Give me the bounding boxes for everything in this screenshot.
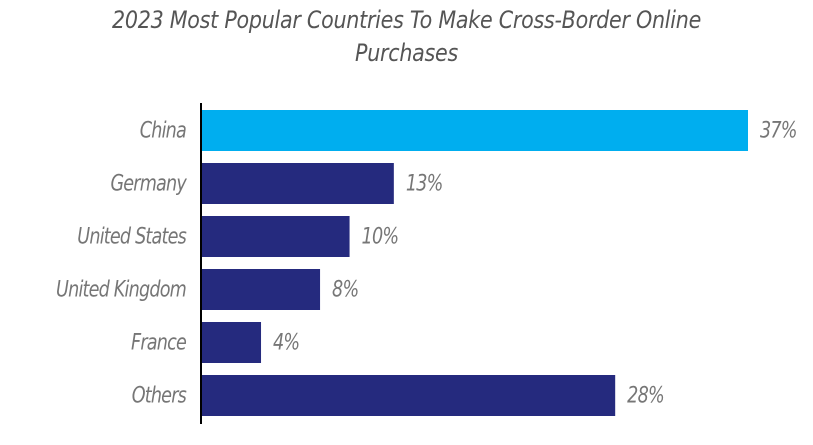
bar-germany xyxy=(202,163,394,204)
value-label: 13% xyxy=(406,171,443,196)
value-label: 10% xyxy=(362,224,399,249)
bar-china xyxy=(202,110,748,151)
chart-title-line-2: Purchases xyxy=(355,39,458,67)
bar-france xyxy=(202,322,262,363)
value-label: 4% xyxy=(273,330,299,355)
value-label: 8% xyxy=(332,277,358,302)
bar-united-kingdom xyxy=(202,269,321,310)
category-label: Germany xyxy=(110,171,187,196)
chart-title: 2023 Most Popular Countries To Make Cros… xyxy=(57,4,756,70)
bar-others xyxy=(202,375,616,416)
value-label: 28% xyxy=(627,383,664,408)
category-label: United States xyxy=(77,224,186,249)
value-label: 37% xyxy=(760,118,797,143)
category-label: United Kingdom xyxy=(56,277,186,302)
bar-united-states xyxy=(202,216,350,257)
category-label: France xyxy=(131,330,187,355)
chart-title-line-1: 2023 Most Popular Countries To Make Cros… xyxy=(111,6,702,34)
category-label: Others xyxy=(132,383,187,408)
category-label: China xyxy=(140,118,186,143)
